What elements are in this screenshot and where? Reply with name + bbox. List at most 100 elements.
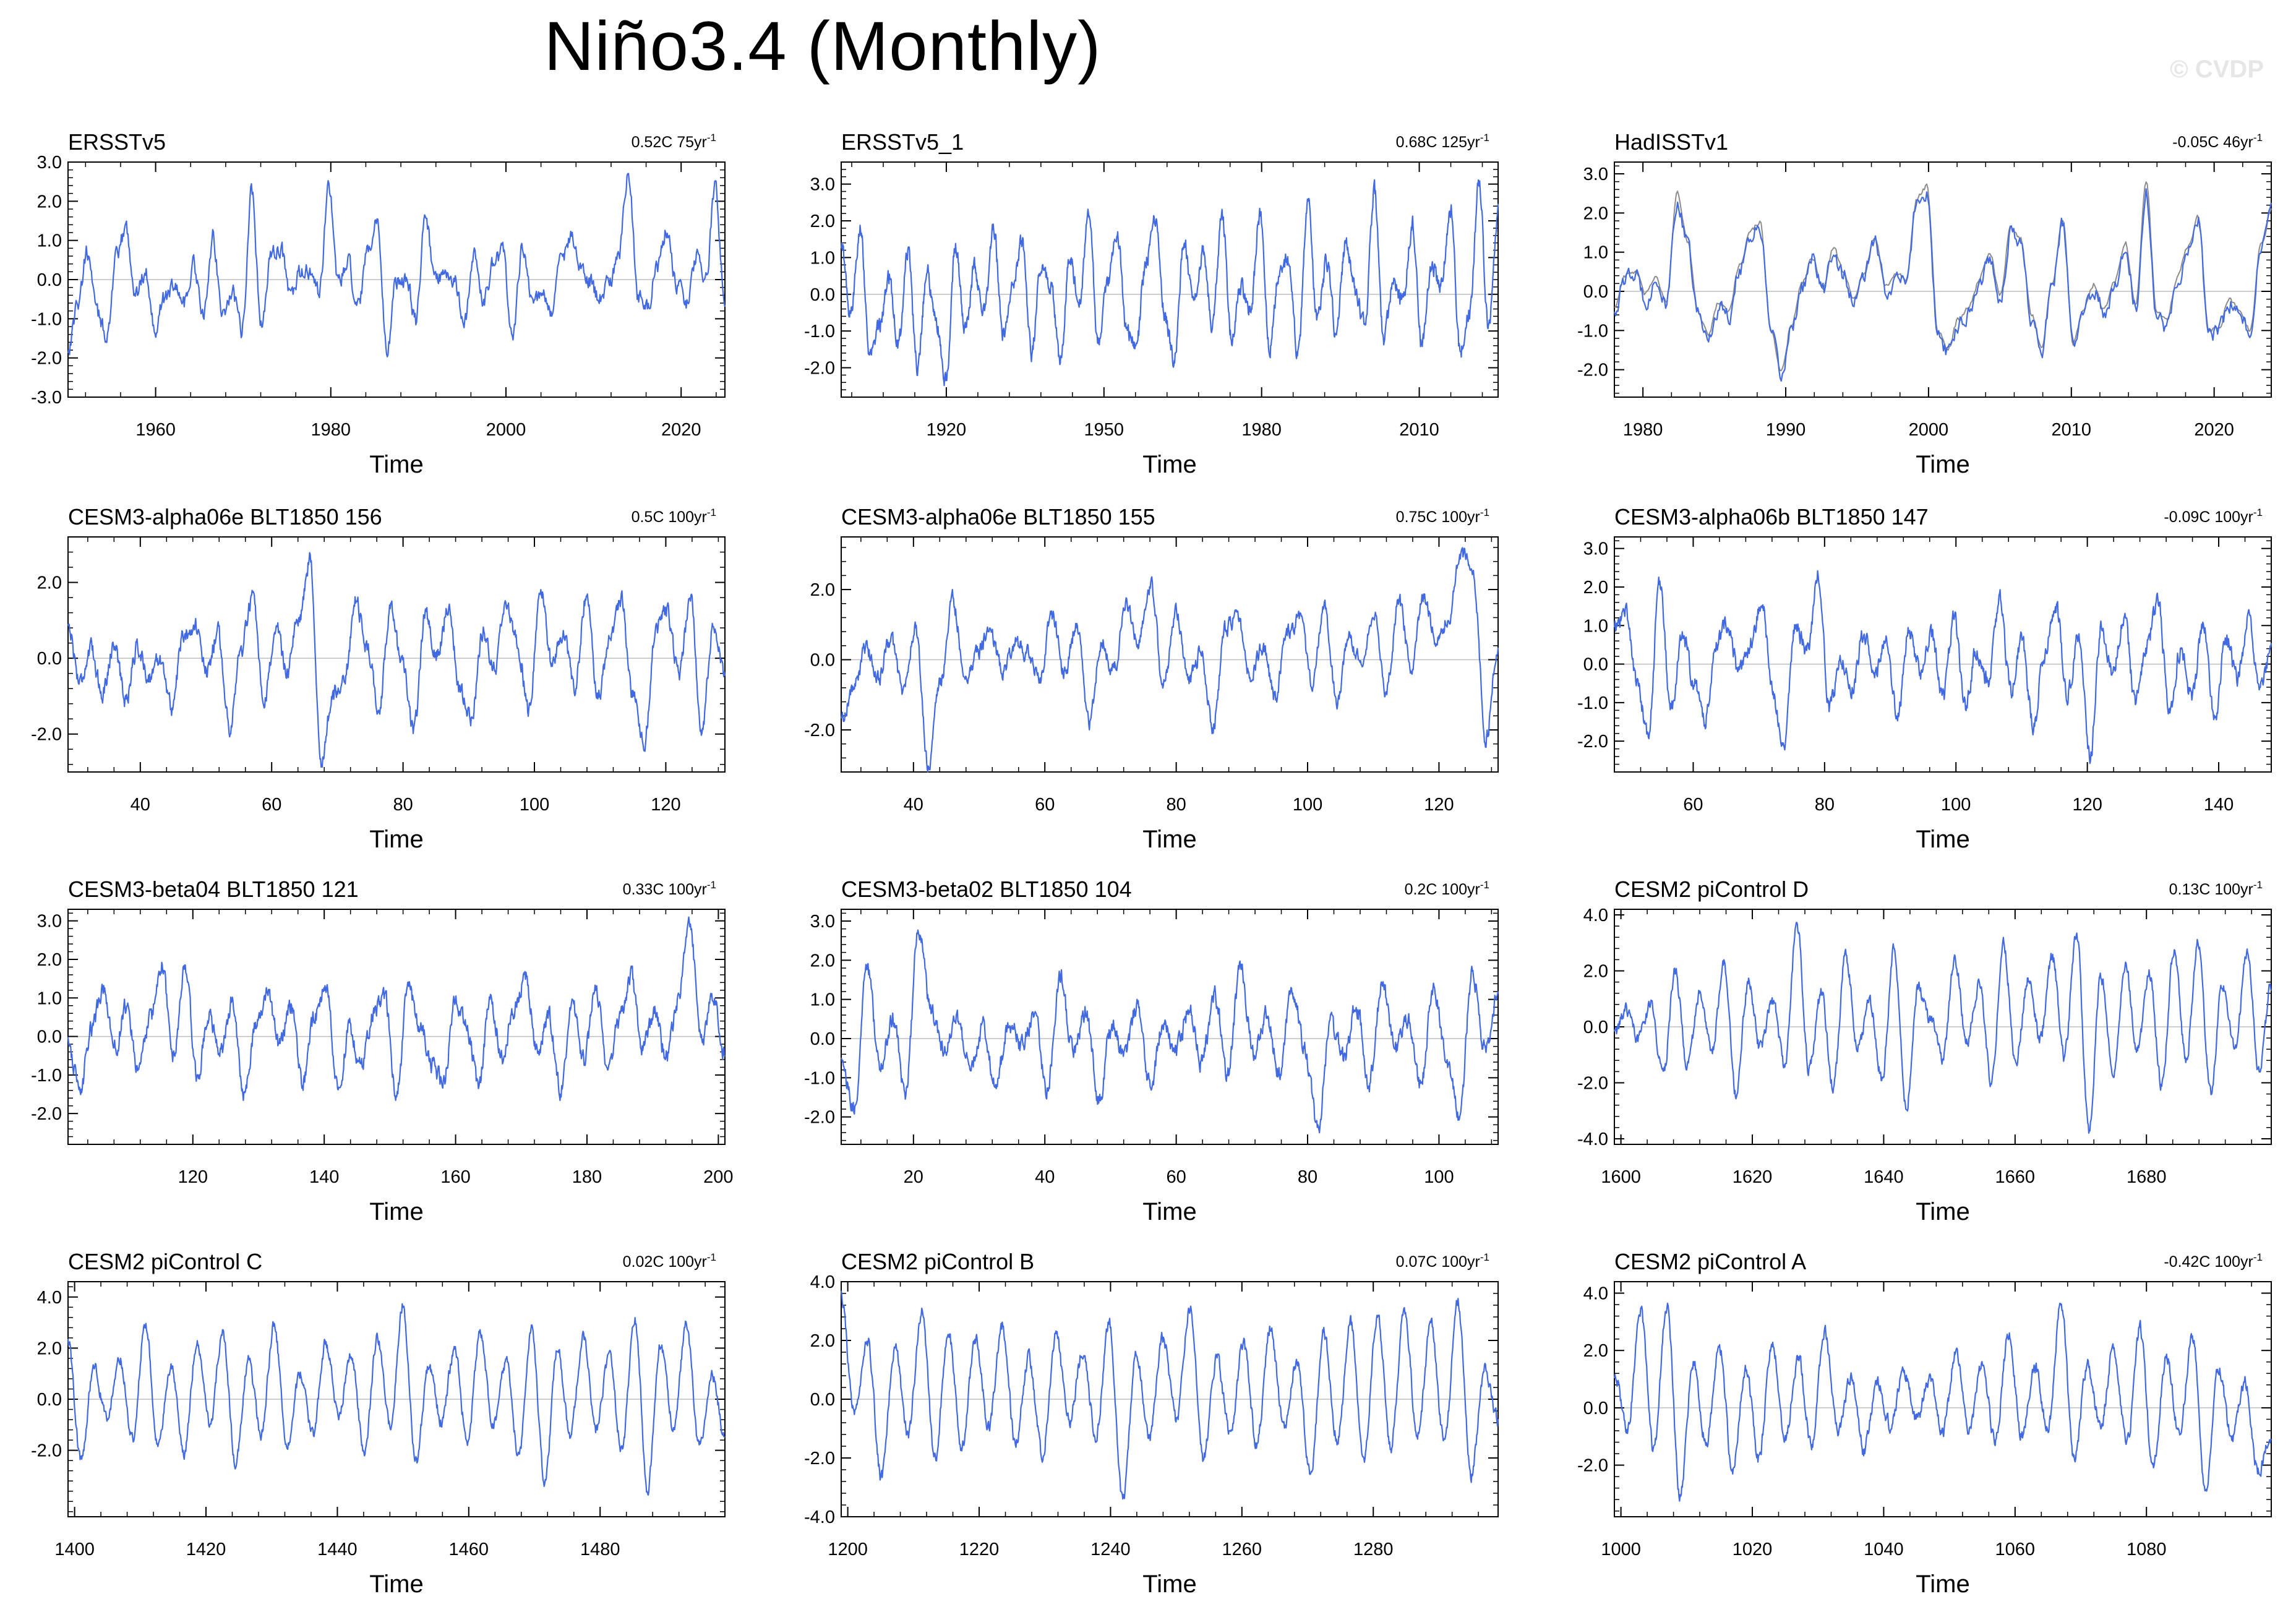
x-tick-label: 2000 — [1909, 420, 1949, 440]
chart-panel-hadisstv1: HadISSTv1 -0.05C 46yr-1 3.0 2.0 1.0 0.0 -1.0 -2… — [1577, 129, 2272, 478]
x-tick-label: 40 — [1035, 1167, 1055, 1187]
x-tick-label: 1980 — [1241, 420, 1282, 440]
x-tick-label: 2020 — [2194, 420, 2234, 440]
trend-value: 0.13C 100yr — [2169, 881, 2253, 898]
x-tick-label: 140 — [309, 1167, 339, 1187]
panel-title: HadISSTv1 — [1614, 129, 1728, 155]
y-tick-label: 2.0 — [1583, 1341, 1608, 1361]
x-tick-label: 1220 — [959, 1540, 1000, 1559]
x-axis-label: Time — [1142, 1571, 1196, 1598]
plot-frame — [841, 909, 1499, 1145]
trend-exponent: -1 — [1480, 879, 1489, 891]
y-tick-label: 2.0 — [37, 950, 62, 970]
x-tick-label: 1400 — [54, 1540, 95, 1559]
x-tick-label: 2010 — [2052, 420, 2092, 440]
x-tick-label: 120 — [1424, 795, 1454, 815]
nino34-series-line — [67, 916, 726, 1101]
x-tick-label: 160 — [440, 1167, 470, 1187]
y-tick-label: 0.0 — [37, 1027, 62, 1047]
x-tick-label: 1060 — [1995, 1540, 2036, 1559]
y-tick-label: 1.0 — [1583, 616, 1608, 636]
trend-label: 0.52C 75yr-1 — [632, 132, 716, 151]
trend-value: 0.52C 75yr — [632, 134, 707, 151]
x-tick-label: 2010 — [1399, 420, 1439, 440]
y-tick-label: 0.0 — [810, 285, 835, 305]
nino34-series-line — [840, 547, 1499, 773]
y-tick-label: -2.0 — [31, 1441, 62, 1461]
x-tick-label: 100 — [520, 795, 549, 815]
x-tick-label: 1460 — [449, 1540, 489, 1559]
y-tick-label: -1.0 — [804, 1068, 835, 1088]
chart-panel-cesm3-alpha06e-blt1850-156: CESM3-alpha06e BLT1850 156 0.5C 100yr-1 2.… — [31, 504, 726, 853]
x-tick-label: 60 — [1166, 1167, 1186, 1187]
x-tick-label: 140 — [2204, 795, 2234, 815]
x-tick-label: 1080 — [2127, 1540, 2167, 1559]
x-axis-label: Time — [1142, 826, 1196, 853]
x-tick-label: 1960 — [135, 420, 176, 440]
y-tick-label: 3.0 — [1583, 539, 1608, 559]
panel-title: CESM3-alpha06e BLT1850 155 — [841, 504, 1155, 529]
y-tick-label: 4.0 — [1583, 1284, 1608, 1304]
trend-exponent: -1 — [1480, 132, 1489, 144]
x-axis-label: Time — [369, 826, 423, 853]
panel-title: CESM2 piControl A — [1614, 1249, 1806, 1274]
nino34-series-line — [840, 1290, 1499, 1500]
trend-label: 0.2C 100yr-1 — [1405, 879, 1489, 898]
x-tick-label: 20 — [904, 1167, 923, 1187]
trend-label: -0.05C 46yr-1 — [2172, 132, 2263, 151]
nino34-series-line — [1613, 922, 2272, 1134]
y-tick-label: -2.0 — [804, 721, 835, 740]
y-tick-label: -2.0 — [804, 1108, 835, 1128]
figure-title: Niño3.4 (Monthly) — [544, 7, 1102, 85]
trend-exponent: -1 — [2253, 1251, 2263, 1263]
y-tick-label: 0.0 — [810, 651, 835, 671]
y-tick-label: -4.0 — [804, 1507, 835, 1527]
trend-label: 0.02C 100yr-1 — [623, 1251, 716, 1271]
trend-exponent: -1 — [707, 507, 716, 518]
chart-panel-cesm2-picontrol-c: CESM2 piControl C 0.02C 100yr-1 4.0 2.0 0.0 -… — [31, 1249, 726, 1598]
x-tick-label: 180 — [572, 1167, 602, 1187]
panel-title: ERSSTv5 — [68, 129, 166, 155]
x-axis-label: Time — [369, 451, 423, 478]
y-tick-label: 1.0 — [37, 988, 62, 1008]
y-tick-label: 2.0 — [810, 580, 835, 600]
y-tick-label: -2.0 — [1577, 361, 1608, 380]
panel-title: CESM3-beta04 BLT1850 121 — [68, 877, 359, 902]
x-tick-label: 120 — [2072, 795, 2102, 815]
x-tick-label: 80 — [1166, 795, 1186, 815]
x-tick-label: 80 — [1815, 795, 1835, 815]
plot-frame — [67, 536, 726, 773]
y-tick-label: -2.0 — [31, 349, 62, 369]
panel-title: CESM3-alpha06e BLT1850 156 — [68, 504, 382, 529]
x-tick-label: 1280 — [1353, 1540, 1394, 1559]
x-tick-label: 1440 — [317, 1540, 358, 1559]
trend-label: 0.68C 125yr-1 — [1396, 132, 1489, 151]
x-tick-label: 1920 — [927, 420, 967, 440]
y-tick-label: 3.0 — [810, 175, 835, 195]
nino34-series-line — [67, 552, 726, 768]
y-tick-label: 1.0 — [1583, 243, 1608, 263]
trend-value: 0.02C 100yr — [623, 1253, 707, 1271]
trend-exponent: -1 — [2253, 879, 2263, 891]
y-tick-label: 2.0 — [810, 212, 835, 231]
x-tick-label: 40 — [131, 795, 150, 815]
y-tick-label: 2.0 — [1583, 578, 1608, 598]
nino34-series-line — [840, 929, 1499, 1134]
x-tick-label: 1040 — [1864, 1540, 1904, 1559]
panel-title: CESM2 piControl B — [841, 1249, 1034, 1274]
x-tick-label: 1020 — [1733, 1540, 1773, 1559]
trend-value: 0.68C 125yr — [1396, 134, 1480, 151]
x-axis-label: Time — [1142, 451, 1196, 478]
y-tick-label: -2.0 — [31, 725, 62, 745]
x-tick-label: 100 — [1941, 795, 1971, 815]
y-tick-label: 1.0 — [810, 248, 835, 268]
x-tick-label: 1660 — [1995, 1167, 2036, 1187]
y-tick-label: -2.0 — [1577, 732, 1608, 752]
y-tick-label: 1.0 — [810, 990, 835, 1010]
panel-title: CESM2 piControl C — [68, 1249, 262, 1274]
x-tick-label: 1000 — [1601, 1540, 1641, 1559]
x-tick-label: 1260 — [1222, 1540, 1262, 1559]
plot-frame — [1614, 536, 2272, 773]
trend-value: -0.09C 100yr — [2164, 508, 2253, 526]
x-tick-label: 60 — [1683, 795, 1703, 815]
